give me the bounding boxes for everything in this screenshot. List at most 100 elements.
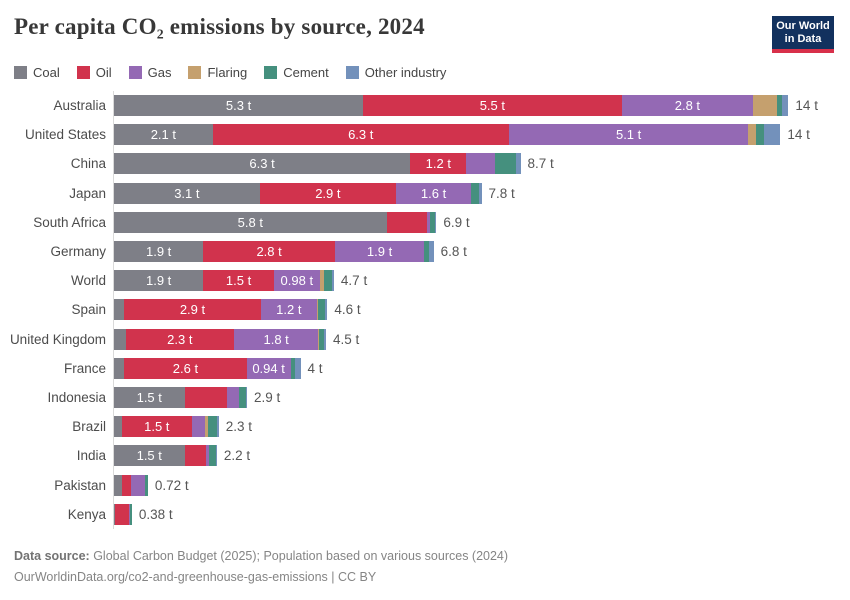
bar-segment-oil[interactable]: 5.5 t [363,95,622,117]
bar-segment-gas[interactable]: 1.2 t [260,299,318,321]
bar-segment-cement[interactable] [318,299,326,321]
bar-segment-oil[interactable]: 2.3 t [125,328,234,350]
bar-segment-other[interactable] [764,124,781,146]
bar-segment-oil[interactable]: 2.8 t [203,241,335,263]
owid-logo-line2: in Data [784,33,822,45]
bar-segment-gas[interactable] [131,474,146,496]
bar-segment-flaring[interactable] [319,270,325,292]
coal-swatch-icon [14,66,27,79]
bar-segment-cement[interactable] [430,211,435,233]
bar-segment-oil[interactable]: 2.9 t [124,299,261,321]
country-label: Pakistan [54,477,106,493]
bar-segment-oil[interactable]: 1.5 t [121,416,193,438]
bar-segment-coal[interactable] [114,474,122,496]
owid-logo[interactable]: Our World in Data [772,16,834,53]
segment-value-label: 1.9 t [146,244,172,260]
bar-segment-gas[interactable]: 0.94 t [246,357,291,379]
bar-segment-flaring[interactable] [318,328,320,350]
bar-segment-flaring[interactable] [753,95,777,117]
bar-track: 1.5 t 2.2 t [114,445,250,467]
bar-segment-gas[interactable]: 2.8 t [621,95,754,117]
country-label: United Kingdom [9,331,106,347]
bar-segment-cement[interactable] [129,503,132,525]
bar-segment-other[interactable] [434,211,437,233]
bar-segment-cement[interactable] [238,386,246,408]
bar-row: Pakistan 0.72 t [0,470,850,499]
bar-segment-cement[interactable] [471,182,480,204]
bar-segment-cement[interactable] [424,241,429,263]
bar-segment-coal[interactable]: 3.1 t [114,182,260,204]
segment-value-label: 2.3 t [167,331,193,347]
bar-segment-gas[interactable]: 5.1 t [508,124,749,146]
bar-segment-gas[interactable] [205,445,210,467]
bar-segment-oil[interactable] [386,211,427,233]
bar-segment-other[interactable] [428,241,434,263]
bar-segment-other[interactable] [782,95,789,117]
bar-segment-oil[interactable]: 6.3 t [212,124,509,146]
bar-segment-flaring[interactable] [748,124,757,146]
bar-segment-oil[interactable]: 2.6 t [124,357,247,379]
legend-item-gas[interactable]: Gas [128,65,171,80]
bar-segment-oil[interactable]: 2.9 t [259,182,396,204]
bar-segment-coal[interactable]: 1.5 t [114,445,185,467]
bar-segment-other[interactable] [479,182,482,204]
bar-segment-other[interactable] [323,328,326,350]
legend-item-flaring[interactable]: Flaring [188,65,247,80]
legend-item-coal[interactable]: Coal [14,65,60,80]
bar-segment-coal[interactable]: 1.9 t [114,241,204,263]
bar-segment-coal[interactable]: 2.1 t [114,124,213,146]
bar-segment-cement[interactable] [207,416,217,438]
bar-segment-other[interactable] [295,357,301,379]
bar-track: 1.9 t 2.8 t 1.9 t 6.8 t [114,241,467,263]
segment-value-label: 2.8 t [256,244,282,260]
bar-segment-gas[interactable]: 1.9 t [334,241,425,263]
bar-segment-oil[interactable] [184,445,206,467]
bar-segment-oil[interactable]: 1.2 t [410,153,467,175]
bar-segment-coal[interactable]: 5.3 t [114,95,364,117]
bar-segment-cement[interactable] [209,445,216,467]
bar-segment-cement[interactable] [290,357,296,379]
bar-segment-gas[interactable] [192,416,206,438]
bar-segment-other[interactable] [331,270,334,292]
bar-segment-coal[interactable]: 5.8 t [114,211,387,233]
gas-swatch-icon [128,66,142,79]
bar-segment-coal[interactable]: 6.3 t [114,153,411,175]
bar-segment-cement[interactable] [494,153,516,175]
bar-segment-flaring[interactable] [317,299,319,321]
bar-segment-cement[interactable] [756,124,765,146]
legend-item-other[interactable]: Other industry [345,65,446,80]
bar-segment-coal[interactable]: 1.5 t [114,386,185,408]
segment-value-label: 0.98 t [280,273,314,289]
legend-item-oil[interactable]: Oil [76,65,112,80]
y-axis-line [113,91,114,529]
bar-segment-oil[interactable] [115,503,130,525]
bar-segment-other[interactable] [325,299,328,321]
bar-segment-oil[interactable]: 1.5 t [203,270,274,292]
bar-segment-oil[interactable] [184,386,227,408]
bar-segment-cement[interactable] [324,270,332,292]
owid-logo-box: Our World in Data [772,16,834,49]
bar-segment-coal[interactable]: 1.9 t [114,270,204,292]
legend-item-cement[interactable]: Cement [264,65,329,80]
bar-segment-other[interactable] [216,416,219,438]
bar-segment-cement[interactable] [145,474,148,496]
bar-segment-gas[interactable]: 1.8 t [233,328,319,350]
bar-segment-coal[interactable] [114,503,116,525]
bar-segment-coal[interactable] [114,328,126,350]
chart-rows: Australia 5.3 t 5.5 t 2.8 t 14 t United State… [0,91,850,529]
bar-segment-coal[interactable] [114,299,125,321]
bar-segment-cement[interactable] [776,95,783,117]
bar-segment-coal[interactable] [114,416,122,438]
bar-segment-other[interactable] [245,386,247,408]
bar-segment-other[interactable] [215,445,217,467]
bar-segment-oil[interactable] [121,474,132,496]
bar-segment-gas[interactable] [226,386,239,408]
bar-segment-coal[interactable] [114,357,125,379]
bar-segment-gas[interactable] [426,211,431,233]
bar-segment-gas[interactable]: 0.98 t [273,270,320,292]
bar-segment-flaring[interactable] [205,416,208,438]
bar-segment-cement[interactable] [319,328,324,350]
bar-segment-gas[interactable]: 1.6 t [395,182,472,204]
bar-segment-gas[interactable] [466,153,495,175]
bar-segment-other[interactable] [515,153,521,175]
